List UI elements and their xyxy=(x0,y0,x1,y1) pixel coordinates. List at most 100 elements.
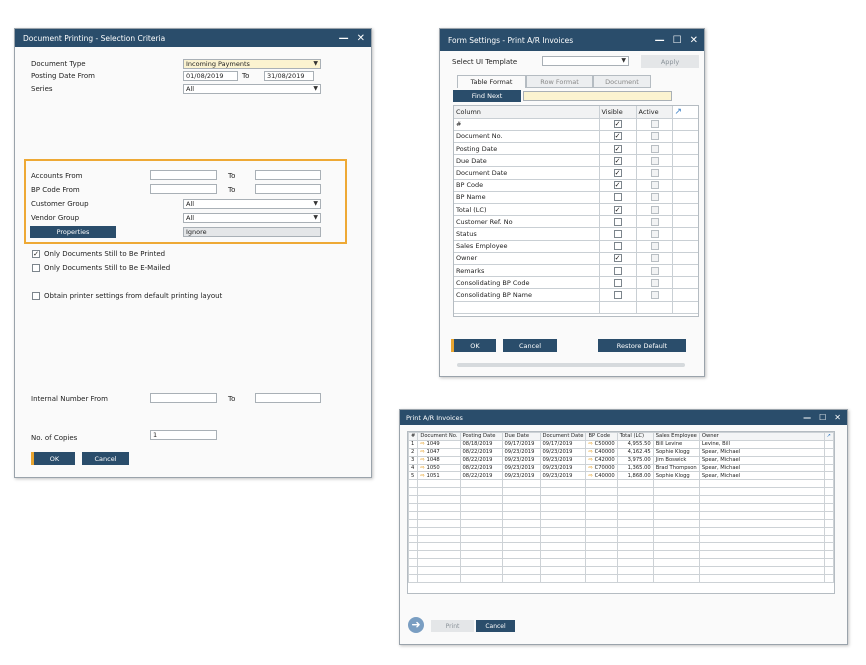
internal-number-label: Internal Number From xyxy=(31,395,108,403)
tab-row-format[interactable]: Row Format xyxy=(526,75,593,88)
column-row[interactable]: BP Code ✓ xyxy=(454,179,698,192)
link-arrow-icon[interactable]: ⇨ xyxy=(420,449,427,456)
visible-checkbox[interactable] xyxy=(613,242,622,251)
only-emailed-checkbox[interactable] xyxy=(32,264,40,272)
bp-code-from-label: BP Code From xyxy=(31,186,80,194)
print-cancel-button[interactable]: Cancel xyxy=(476,620,515,632)
find-input[interactable] xyxy=(523,91,672,101)
link-arrow-icon[interactable]: ⇨ xyxy=(588,472,595,479)
visible-checkbox[interactable]: ✓ xyxy=(613,169,622,178)
close-icon[interactable]: ✕ xyxy=(689,34,698,46)
maximize-icon[interactable]: ☐ xyxy=(819,413,827,422)
invoice-row[interactable]: 1 ⇨ 1049 08/18/2019 09/17/2019 09/17/2019 ⇨ C… xyxy=(408,439,834,449)
visible-checkbox[interactable]: ✓ xyxy=(613,144,622,153)
link-arrow-icon[interactable]: ⇨ xyxy=(420,465,427,471)
invoice-col-header[interactable]: Posting Date xyxy=(459,432,503,441)
column-row[interactable]: Consolidating BP Code xyxy=(454,276,698,290)
visible-checkbox[interactable]: ✓ xyxy=(613,254,622,263)
fs-cancel-button[interactable]: Cancel xyxy=(503,339,557,352)
visible-checkbox[interactable] xyxy=(613,278,622,287)
internal-number-to-input[interactable] xyxy=(255,393,321,403)
column-row[interactable]: Total (LC) ✓ xyxy=(454,203,698,217)
column-row[interactable]: Consolidating BP Name xyxy=(454,288,698,302)
cancel-button[interactable]: Cancel xyxy=(82,452,129,465)
find-next-button[interactable]: Find Next xyxy=(453,90,521,102)
link-arrow-icon[interactable]: ⇨ xyxy=(420,472,427,479)
invoice-col-header[interactable]: Sales Employee xyxy=(652,432,700,441)
back-arrow-icon[interactable]: ➜ xyxy=(408,617,424,633)
invoice-row[interactable]: 3 ⇨ 1048 08/22/2019 09/23/2019 09/23/2019 ⇨ C… xyxy=(408,455,834,465)
posting-date-from-input[interactable]: 01/08/2019 xyxy=(183,71,238,81)
visible-checkbox[interactable]: ✓ xyxy=(613,181,622,190)
invoice-col-header[interactable]: Document Date xyxy=(539,432,587,441)
link-arrow-icon[interactable]: ⇨ xyxy=(588,465,595,471)
column-row[interactable]: Posting Date ✓ xyxy=(454,142,698,156)
column-row[interactable]: Document No. ✓ xyxy=(454,130,698,144)
accounts-from-input[interactable] xyxy=(150,170,217,180)
minimize-icon[interactable]: — xyxy=(803,413,812,422)
fs-ok-button[interactable]: OK xyxy=(451,339,496,352)
minimize-icon[interactable]: — xyxy=(654,34,665,46)
column-name: Sales Employee xyxy=(454,240,599,253)
column-row[interactable]: Sales Employee xyxy=(454,240,698,253)
invoice-col-header[interactable]: Due Date xyxy=(501,432,541,441)
properties-button[interactable]: Properties xyxy=(30,226,116,238)
horizontal-scrollbar[interactable] xyxy=(457,363,685,367)
invoice-row[interactable]: 5 ⇨ 1051 08/22/2019 09/23/2019 09/23/2019 ⇨ C… xyxy=(408,471,834,481)
vendor-group-select[interactable]: All xyxy=(183,213,321,223)
close-icon[interactable]: ✕ xyxy=(356,32,365,44)
apply-button[interactable]: Apply xyxy=(641,55,699,68)
bp-code-from-input[interactable] xyxy=(150,184,217,194)
restore-default-button[interactable]: Restore Default xyxy=(598,339,686,352)
invoice-col-header[interactable]: # xyxy=(408,432,419,441)
visible-checkbox[interactable] xyxy=(613,229,622,238)
column-row[interactable]: BP Name xyxy=(454,191,698,205)
visible-checkbox[interactable]: ✓ xyxy=(613,132,622,141)
visible-checkbox[interactable]: ✓ xyxy=(613,120,622,129)
link-arrow-icon[interactable]: ⇨ xyxy=(588,441,595,448)
only-printed-checkbox[interactable]: ✓ xyxy=(32,250,40,258)
link-arrow-icon[interactable]: ⇨ xyxy=(420,441,427,448)
visible-checkbox[interactable] xyxy=(613,193,622,202)
column-row[interactable]: Due Date ✓ xyxy=(454,154,698,168)
visible-checkbox[interactable] xyxy=(613,266,622,275)
print-button[interactable]: Print xyxy=(431,620,474,632)
column-row[interactable]: Customer Ref. No xyxy=(454,215,698,229)
invoice-col-header[interactable]: Total (LC) xyxy=(616,432,654,441)
maximize-icon[interactable]: ☐ xyxy=(672,34,682,46)
expand-icon[interactable]: ↗ xyxy=(671,106,698,119)
bp-code-to-input[interactable] xyxy=(255,184,321,194)
visible-checkbox[interactable]: ✓ xyxy=(613,205,622,214)
visible-checkbox[interactable]: ✓ xyxy=(613,156,622,165)
accounts-to-input[interactable] xyxy=(255,170,321,180)
column-row[interactable]: Owner ✓ xyxy=(454,252,698,265)
posting-date-to-input[interactable]: 31/08/2019 xyxy=(264,71,314,81)
column-row[interactable]: Document Date ✓ xyxy=(454,166,698,180)
link-arrow-icon[interactable]: ⇨ xyxy=(420,457,427,464)
close-icon[interactable]: ✕ xyxy=(834,413,841,422)
obtain-printer-checkbox[interactable] xyxy=(32,292,40,300)
invoice-col-header[interactable]: Document No. xyxy=(417,432,461,441)
internal-number-from-input[interactable] xyxy=(150,393,217,403)
copies-input[interactable]: 1 xyxy=(150,430,217,440)
column-row[interactable]: Status xyxy=(454,227,698,241)
column-row[interactable]: Remarks xyxy=(454,264,698,278)
ui-template-select[interactable] xyxy=(542,56,629,66)
invoice-row[interactable]: 4 ⇨ 1050 08/22/2019 09/23/2019 09/23/2019 ⇨ C… xyxy=(408,463,834,473)
link-arrow-icon[interactable]: ⇨ xyxy=(588,457,595,464)
document-type-select[interactable]: Incoming Payments xyxy=(183,59,321,69)
column-row[interactable]: # ✓ xyxy=(454,118,698,131)
invoice-row[interactable]: 2 ⇨ 1047 08/22/2019 09/23/2019 09/23/2019 ⇨ C… xyxy=(408,447,834,457)
ok-button[interactable]: OK xyxy=(31,452,75,465)
invoice-col-header[interactable]: Owner xyxy=(698,432,825,441)
expand-icon[interactable]: ↗ xyxy=(823,432,834,441)
tab-document[interactable]: Document xyxy=(593,75,651,88)
invoice-col-header[interactable]: BP Code xyxy=(585,432,618,441)
visible-checkbox[interactable] xyxy=(613,217,622,226)
link-arrow-icon[interactable]: ⇨ xyxy=(588,449,595,456)
series-select[interactable]: All xyxy=(183,84,321,94)
tab-table-format[interactable]: Table Format xyxy=(457,75,526,88)
customer-group-select[interactable]: All xyxy=(183,199,321,209)
visible-checkbox[interactable] xyxy=(613,290,622,299)
minimize-icon[interactable]: — xyxy=(338,32,349,44)
